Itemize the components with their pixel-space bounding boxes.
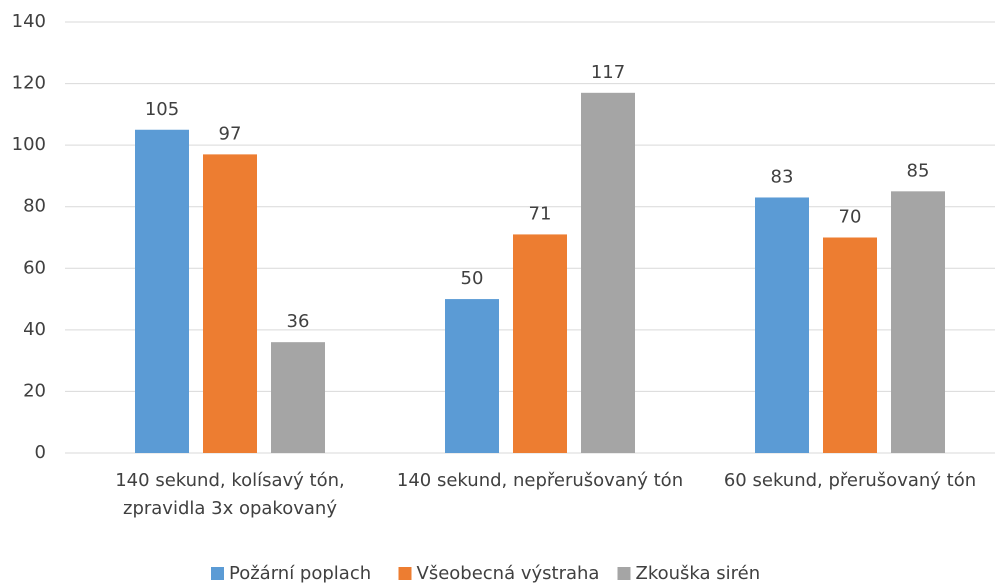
y-tick-label: 20 [23, 380, 46, 401]
y-tick-label: 40 [23, 319, 46, 340]
y-tick-label: 100 [12, 134, 46, 155]
bar [823, 237, 877, 453]
legend-swatch [617, 567, 631, 580]
data-label: 85 [907, 160, 930, 181]
y-tick-label: 0 [35, 442, 46, 463]
x-tick-label: 140 sekund, nepřerušovaný tón [396, 470, 684, 491]
data-label: 50 [461, 268, 484, 289]
y-tick-label: 120 [12, 73, 46, 94]
legend-label: Všeobecná výstraha [417, 563, 600, 584]
data-label: 83 [771, 166, 794, 187]
bar [271, 342, 325, 453]
data-label: 105 [145, 99, 179, 120]
data-label: 70 [839, 207, 862, 228]
legend-swatch [398, 567, 412, 580]
x-tick-label: 140 sekund, kolísavý tón, zpravidla 3x o… [115, 470, 345, 519]
legend-label: Zkouška sirén [636, 563, 761, 584]
y-tick-label: 80 [23, 196, 46, 217]
bar [135, 129, 189, 453]
y-tick-label: 60 [23, 257, 46, 278]
y-tick-label: 140 [12, 11, 46, 32]
x-tick-label: 60 sekund, přerušovaný tón [723, 470, 977, 491]
data-label: 97 [219, 123, 242, 144]
legend-swatch [211, 567, 224, 580]
data-label: 117 [591, 62, 625, 83]
data-label: 71 [529, 203, 552, 224]
bar [581, 92, 635, 454]
bar [513, 234, 567, 453]
bar [891, 191, 945, 454]
data-label: 36 [287, 311, 310, 332]
bar [755, 197, 809, 453]
legend-label: Požární poplach [229, 563, 371, 584]
bar [445, 299, 499, 453]
bar [203, 154, 257, 453]
